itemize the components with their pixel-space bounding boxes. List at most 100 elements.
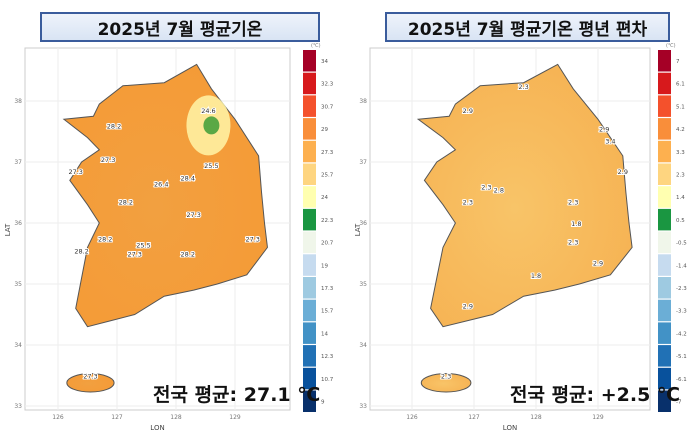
legend-swatch	[303, 345, 316, 367]
contour-label: 27.3	[101, 156, 115, 164]
legend-tick-label: 2.3	[676, 173, 685, 179]
legend-tick-label: -1.4	[676, 263, 687, 269]
contour-label: 27.3	[186, 211, 200, 219]
map-panel-anomaly: 2025년 7월 평균기온 평년 편차 126 127 128 129 38 37 36 35…	[350, 0, 700, 435]
legend-swatch	[658, 72, 671, 95]
legend-tick-label: -0.5	[676, 241, 687, 247]
legend-swatch	[303, 277, 316, 299]
contour-label: 2.3	[518, 83, 528, 91]
map-title: 2025년 7월 평균기온	[40, 12, 320, 42]
map-panel-mean-temp: 2025년 7월 평균기온 126 127 128 129 38 37 36 35 34 33 LO…	[4, 12, 334, 432]
legend-swatch	[303, 163, 316, 185]
legend-tick-label: 20.7	[321, 241, 334, 247]
contour-label: 1.8	[531, 272, 541, 280]
contour-label: 27.3	[83, 373, 97, 381]
lat-tick-label: 34	[14, 342, 22, 349]
legend-swatch	[303, 367, 316, 390]
contour-label: 25.5	[204, 162, 218, 170]
contour-label: 2.3	[441, 373, 451, 381]
contour-label: 1.8	[571, 220, 581, 228]
lon-tick-label: 127	[468, 414, 480, 421]
legend-swatch	[303, 231, 316, 254]
legend-tick-label: 22.3	[321, 218, 334, 224]
lat-tick-label: 35	[14, 281, 22, 288]
lat-tick-label: 36	[359, 220, 367, 227]
map-title: 2025년 7월 평균기온 평년 편차	[385, 12, 670, 42]
legend-tick-label: 3.3	[676, 150, 685, 156]
contour-label: 28.2	[119, 199, 133, 207]
legend-swatch	[658, 50, 671, 72]
legend-swatch	[658, 345, 671, 367]
legend-tick-label: 34	[321, 59, 328, 65]
contour-label: 27.3	[127, 251, 141, 259]
anomaly-map: 126 127 128 129 38 37 36 35 34 33 LON LAT 2.3 2.9 2.9 3…	[354, 43, 687, 432]
legend-tick-label: 25.7	[321, 173, 334, 179]
legend-tick-label: 29	[321, 127, 328, 133]
legend-unit: (℃)	[311, 43, 321, 49]
legend-tick-label: 0.5	[676, 218, 685, 224]
legend-swatch	[658, 95, 671, 117]
y-axis-label: LAT	[4, 223, 12, 236]
contour-label: 28.2	[74, 248, 88, 256]
legend-tick-label: 19	[321, 263, 328, 269]
lat-tick-label: 34	[359, 342, 367, 349]
legend-swatch	[303, 140, 316, 163]
legend-swatch	[303, 95, 316, 117]
lat-tick-label: 35	[359, 281, 367, 288]
legend-tick-label: 14	[321, 331, 328, 337]
contour-label: 27.3	[245, 235, 259, 243]
contour-label: 2.3	[463, 199, 473, 207]
legend-tick-label: 17.3	[321, 286, 334, 292]
legend-tick-label: 15.7	[321, 309, 334, 315]
legend-tick-label: 6.1	[676, 82, 685, 88]
temperature-map: 126 127 128 129 38 37 36 35 34 33 LON LAT 24.6 28.2 27…	[4, 43, 334, 432]
x-axis-label: LON	[503, 424, 517, 432]
legend-unit: (℃)	[666, 43, 676, 49]
legend-tick-label: 12.3	[321, 354, 334, 360]
lat-tick-label: 33	[359, 403, 367, 410]
legend-swatch	[658, 390, 671, 412]
legend-swatch	[658, 163, 671, 185]
contour-label: 24.6	[201, 107, 215, 115]
legend-tick-label: 30.7	[321, 104, 334, 110]
contour-label: 28.2	[107, 122, 121, 130]
lat-tick-label: 33	[14, 403, 22, 410]
legend-swatch	[658, 367, 671, 390]
contour-label: 26.4	[154, 180, 168, 188]
legend-swatch	[303, 72, 316, 95]
legend-swatch	[303, 186, 316, 208]
lat-tick-label: 38	[359, 98, 367, 105]
legend-swatch	[658, 231, 671, 254]
contour-label: 2.3	[568, 238, 578, 246]
legend-swatch	[658, 208, 671, 231]
legend-tick-label: -6.1	[676, 377, 687, 383]
legend-tick-label: 32.3	[321, 82, 334, 88]
lon-tick-label: 128	[530, 414, 542, 421]
contour-label: 3.4	[605, 138, 615, 146]
cool-core	[203, 116, 220, 135]
legend-tick-label: 10.7	[321, 377, 334, 383]
contour-label: 28.2	[98, 235, 112, 243]
legend-swatch	[303, 50, 316, 72]
contour-label: 2.9	[593, 260, 603, 268]
lon-tick-label: 129	[229, 414, 241, 421]
legend-swatch	[303, 208, 316, 231]
korea-mainland	[416, 63, 633, 328]
legend-tick-label: 5.1	[676, 104, 685, 110]
lat-tick-label: 38	[14, 98, 22, 105]
contour-label: 2.3	[481, 183, 491, 191]
legend-swatch	[303, 299, 316, 322]
legend-tick-label: 9	[321, 400, 325, 406]
legend-tick-label: -5.1	[676, 354, 687, 360]
legend-swatch	[303, 118, 316, 140]
lon-tick-label: 126	[52, 414, 64, 421]
legend-tick-label: -3.3	[676, 309, 687, 315]
legend-swatch	[658, 322, 671, 344]
contour-label: 2.3	[568, 199, 578, 207]
national-average: 전국 평균: +2.5 ℃	[510, 384, 680, 406]
contour-label: 2.9	[463, 302, 473, 310]
legend-swatch	[658, 118, 671, 140]
legend-tick-label: 24	[321, 195, 328, 201]
contour-label: 28.4	[181, 174, 195, 182]
contour-label: 28.2	[181, 251, 195, 259]
